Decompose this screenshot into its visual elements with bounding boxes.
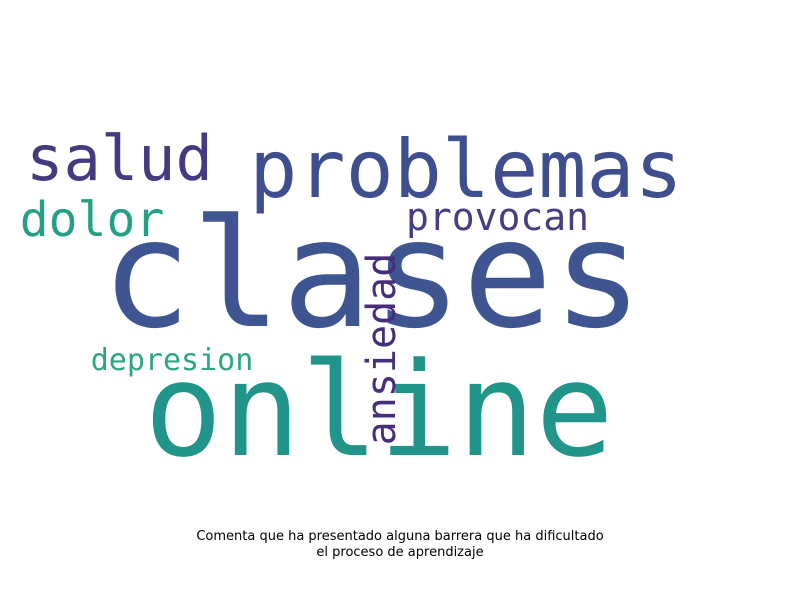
caption-line-2: el proceso de aprendizaje bbox=[316, 545, 484, 560]
word-dolor: dolor bbox=[19, 192, 165, 248]
figure-caption: Comenta que ha presentado alguna barrera… bbox=[0, 529, 800, 561]
word-depresion: depresion bbox=[90, 343, 254, 378]
word-online: online bbox=[144, 334, 614, 486]
caption-line-1: Comenta que ha presentado alguna barrera… bbox=[196, 529, 604, 544]
word-problemas: problemas bbox=[249, 123, 683, 216]
word-ansiedad: ansiedad bbox=[359, 252, 405, 446]
word-salud: salud bbox=[26, 122, 213, 195]
word-clases: clases bbox=[101, 188, 643, 362]
word-provocan: provocan bbox=[405, 195, 590, 239]
